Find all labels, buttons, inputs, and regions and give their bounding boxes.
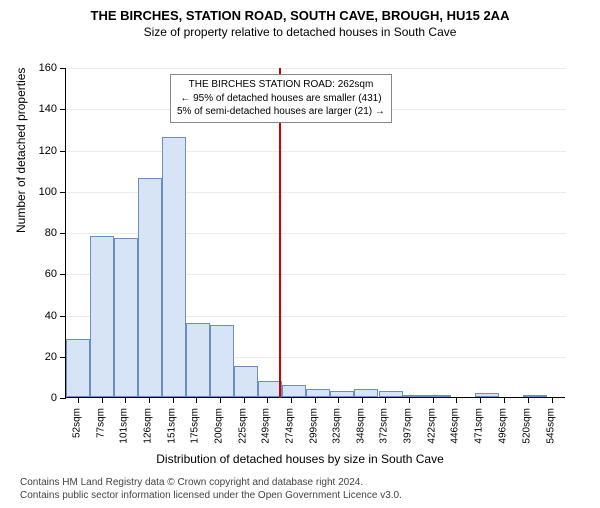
x-tick-label: 175sqm (189, 408, 200, 444)
annotation-box: THE BIRCHES STATION ROAD: 262sqm← 95% of… (170, 74, 392, 123)
x-tick-label: 200sqm (213, 408, 224, 444)
x-tick-label: 471sqm (474, 408, 485, 444)
y-tick (60, 398, 66, 399)
gridline (66, 151, 566, 152)
histogram-bar (427, 395, 451, 397)
x-tick-label: 52sqm (71, 408, 82, 438)
x-tick (362, 397, 363, 403)
x-tick-label: 496sqm (498, 408, 509, 444)
histogram-bar (306, 389, 330, 397)
x-tick (267, 397, 268, 403)
histogram-bar (379, 391, 403, 397)
histogram-bar (210, 325, 234, 397)
histogram-bar (354, 389, 378, 397)
annotation-line: 5% of semi-detached houses are larger (2… (177, 105, 385, 119)
x-tick-label: 348sqm (356, 408, 367, 444)
x-tick (220, 397, 221, 403)
chart-container: THE BIRCHES, STATION ROAD, SOUTH CAVE, B… (0, 8, 600, 508)
y-tick-label: 40 (17, 310, 57, 322)
histogram-bar (282, 385, 306, 397)
y-tick (60, 109, 66, 110)
y-tick (60, 151, 66, 152)
y-tick-label: 20 (17, 351, 57, 363)
x-tick (196, 397, 197, 403)
y-tick-label: 100 (17, 186, 57, 198)
x-tick-label: 323sqm (332, 408, 343, 444)
y-tick-label: 0 (17, 392, 57, 404)
x-tick-label: 225sqm (237, 408, 248, 444)
x-tick-label: 422sqm (427, 408, 438, 444)
y-tick-label: 60 (17, 268, 57, 280)
histogram-bar (403, 395, 427, 397)
chart-title: THE BIRCHES, STATION ROAD, SOUTH CAVE, B… (0, 8, 600, 23)
histogram-bar (186, 323, 210, 397)
x-axis-title: Distribution of detached houses by size … (0, 452, 600, 466)
y-tick (60, 233, 66, 234)
footer-line1: Contains HM Land Registry data © Crown c… (20, 476, 402, 489)
x-tick-label: 520sqm (521, 408, 532, 444)
x-tick-label: 299sqm (309, 408, 320, 444)
x-tick (385, 397, 386, 403)
histogram-bar (66, 339, 90, 397)
x-tick (78, 397, 79, 403)
x-tick (528, 397, 529, 403)
histogram-bar (330, 391, 354, 397)
y-tick-label: 140 (17, 103, 57, 115)
y-tick (60, 316, 66, 317)
gridline (66, 68, 566, 69)
chart-subtitle: Size of property relative to detached ho… (0, 25, 600, 39)
x-tick-label: 372sqm (379, 408, 390, 444)
x-tick-label: 274sqm (285, 408, 296, 444)
x-tick-label: 151sqm (166, 408, 177, 444)
y-tick-label: 80 (17, 227, 57, 239)
histogram-bar (138, 178, 162, 397)
annotation-line: ← 95% of detached houses are smaller (43… (177, 92, 385, 106)
x-tick (480, 397, 481, 403)
x-tick (173, 397, 174, 403)
footer-attribution: Contains HM Land Registry data © Crown c… (20, 476, 402, 502)
x-tick (102, 397, 103, 403)
x-tick (504, 397, 505, 403)
y-tick (60, 274, 66, 275)
y-tick-label: 120 (17, 145, 57, 157)
x-tick-label: 101sqm (118, 408, 129, 444)
x-tick-label: 397sqm (403, 408, 414, 444)
x-tick (244, 397, 245, 403)
annotation-line: THE BIRCHES STATION ROAD: 262sqm (177, 78, 385, 92)
x-tick (552, 397, 553, 403)
plot-area: THE BIRCHES STATION ROAD: 262sqm← 95% of… (65, 68, 565, 398)
x-tick (315, 397, 316, 403)
x-tick-label: 126sqm (142, 408, 153, 444)
y-tick (60, 68, 66, 69)
histogram-bar (162, 137, 186, 397)
histogram-bar (523, 395, 547, 397)
x-tick (456, 397, 457, 403)
x-tick-label: 249sqm (260, 408, 271, 444)
x-tick (409, 397, 410, 403)
x-tick (149, 397, 150, 403)
x-tick-label: 545sqm (545, 408, 556, 444)
x-tick (338, 397, 339, 403)
y-tick (60, 192, 66, 193)
x-tick-label: 77sqm (95, 408, 106, 438)
y-tick-label: 160 (17, 62, 57, 74)
histogram-bar (475, 393, 499, 397)
x-tick (433, 397, 434, 403)
histogram-bar (234, 366, 258, 397)
histogram-bar (114, 238, 138, 397)
x-tick (291, 397, 292, 403)
histogram-bar (90, 236, 114, 397)
x-tick (125, 397, 126, 403)
footer-line2: Contains public sector information licen… (20, 489, 402, 502)
x-tick-label: 446sqm (450, 408, 461, 444)
